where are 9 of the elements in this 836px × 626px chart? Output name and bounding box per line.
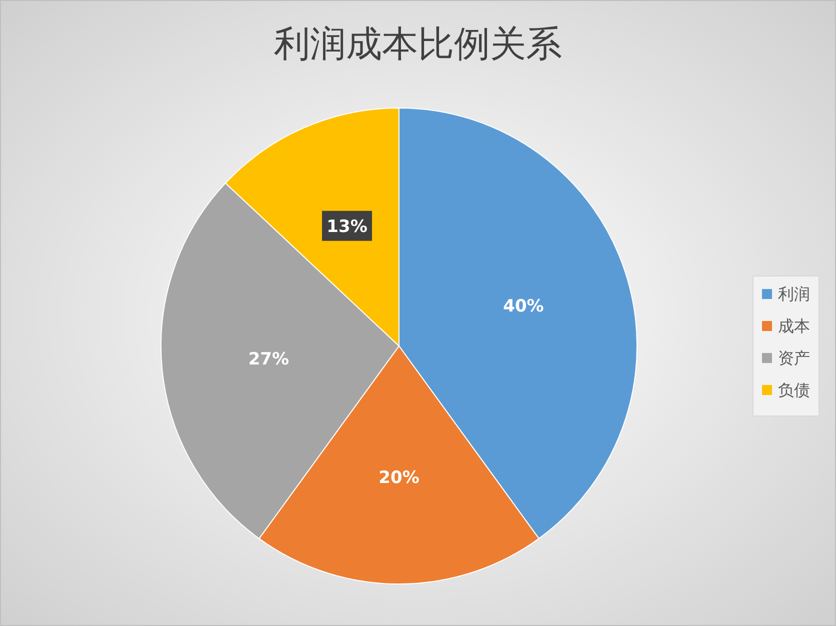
legend-label: 资产 <box>778 348 810 368</box>
legend-label: 成本 <box>778 316 810 336</box>
data-label: 20% <box>378 468 420 488</box>
data-label: 40% <box>503 296 544 316</box>
slice-label: 利润 <box>778 284 810 304</box>
legend-label: 负债 <box>778 380 810 400</box>
data-label: 13% <box>326 216 368 237</box>
chart-title: 利润成本比例关系 <box>274 24 562 65</box>
data-label: 27% <box>248 349 290 370</box>
